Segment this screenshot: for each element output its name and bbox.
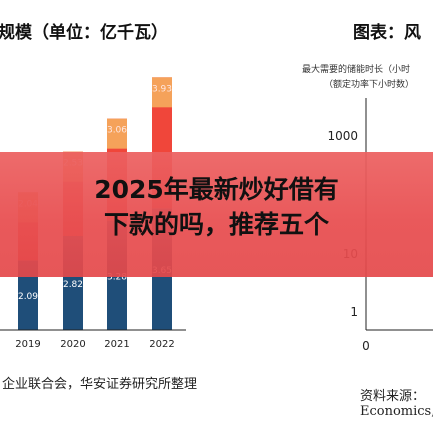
right-chart-subtitle-1: 最大需要的储能时长（小时 (302, 65, 411, 75)
right-chart-title: 图表：风 (353, 23, 421, 43)
right-source-text-2: Economics, (360, 404, 433, 419)
bar-segment-highlight (152, 77, 172, 108)
promo-banner[interactable] (0, 152, 433, 277)
promo-banner-line-2: 下款的吗，推荐五个 (103, 210, 329, 239)
left-source-text: 企业联合会，华安证券研究所整理 (2, 377, 198, 392)
bar-segment (18, 260, 38, 330)
y-tick-label: 1000 (327, 129, 358, 143)
x-tick-label: 0 (362, 339, 370, 353)
x-tick-label: 2019 (15, 339, 40, 350)
bar-value-label: 3.28 (107, 272, 127, 282)
bar-segment-highlight (107, 118, 127, 149)
right-chart-subtitle-2: （额定功率下小时数） (324, 80, 415, 90)
bar-value-label: 3.06 (107, 126, 127, 136)
right-source-text: 资料来源： (360, 389, 426, 404)
bar-value-label: 3.93 (152, 84, 172, 94)
x-tick-label: 2022 (149, 339, 174, 350)
bar-value-label: 2.82 (63, 280, 83, 290)
x-tick-label: 2020 (60, 339, 85, 350)
promo-banner-line-1: 2025年最新炒好借有 (94, 175, 339, 204)
bar-value-label: 2.09 (18, 292, 38, 302)
x-tick-label: 2021 (104, 339, 129, 350)
y-tick-label: 1 (350, 305, 358, 319)
left-chart-title: 规模（单位：亿千瓦） (0, 23, 168, 43)
promo-banner-text[interactable]: 2025年最新炒好借有 下款的吗，推荐五个 (0, 172, 433, 242)
